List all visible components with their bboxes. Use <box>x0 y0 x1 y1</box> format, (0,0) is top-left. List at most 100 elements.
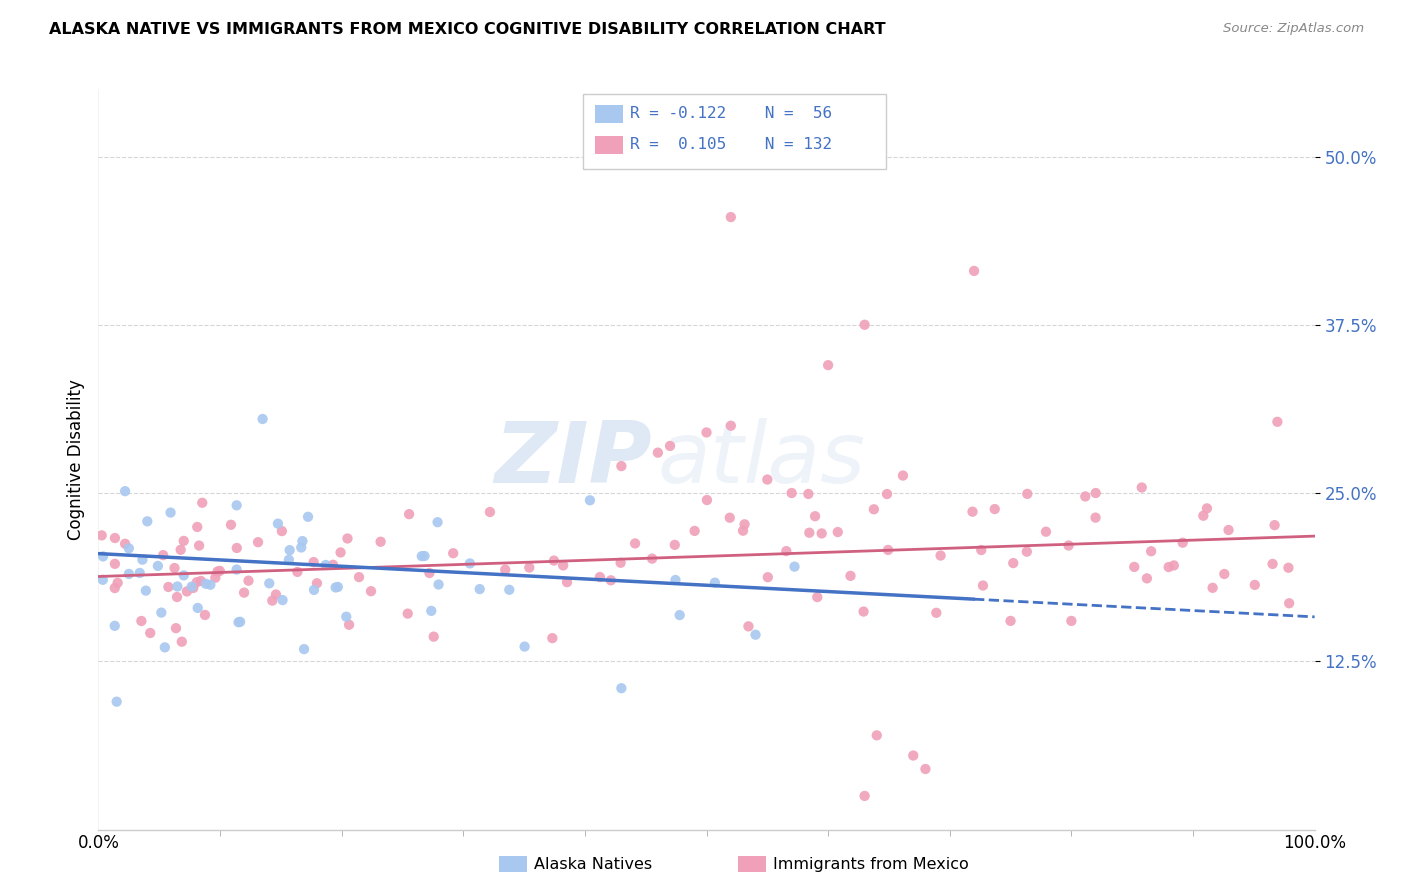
Text: ALASKA NATIVE VS IMMIGRANTS FROM MEXICO COGNITIVE DISABILITY CORRELATION CHART: ALASKA NATIVE VS IMMIGRANTS FROM MEXICO … <box>49 22 886 37</box>
Point <box>128 566 150 580</box>
Point <box>478 505 501 519</box>
Point <box>427 577 450 591</box>
Point <box>398 507 420 521</box>
Point <box>1002 556 1025 570</box>
Point <box>817 358 839 372</box>
Point <box>1163 558 1185 573</box>
Point <box>852 605 875 619</box>
Point <box>734 517 756 532</box>
Point <box>104 619 127 633</box>
Point <box>278 543 301 558</box>
Point <box>1267 415 1289 429</box>
Point <box>1015 544 1038 558</box>
Point <box>105 695 128 709</box>
Point <box>91 549 114 564</box>
Point <box>775 544 797 558</box>
Point <box>876 487 898 501</box>
Point <box>1264 518 1286 533</box>
Point <box>553 558 575 573</box>
Point <box>1218 523 1240 537</box>
Point <box>718 510 741 524</box>
Point <box>1074 490 1097 504</box>
Point <box>797 487 820 501</box>
Point <box>194 607 217 622</box>
Point <box>287 565 309 579</box>
Point <box>1017 487 1039 501</box>
Point <box>107 575 129 590</box>
Point <box>396 607 419 621</box>
Point <box>863 502 886 516</box>
Point <box>131 614 153 628</box>
Point <box>139 626 162 640</box>
Point <box>326 580 349 594</box>
Point <box>277 553 299 567</box>
Point <box>360 584 382 599</box>
Point <box>418 566 440 580</box>
Point <box>208 564 231 578</box>
Point <box>302 582 325 597</box>
Point <box>494 563 516 577</box>
Point <box>157 580 180 594</box>
Point <box>104 581 127 595</box>
Point <box>720 418 742 433</box>
Point <box>188 539 211 553</box>
Point <box>114 537 136 551</box>
Point <box>302 555 325 569</box>
Point <box>925 606 948 620</box>
Point <box>744 628 766 642</box>
Point <box>225 499 247 513</box>
Point <box>186 520 208 534</box>
Text: R = -0.122    N =  56: R = -0.122 N = 56 <box>630 106 832 120</box>
Point <box>153 640 176 655</box>
Point <box>1171 535 1194 549</box>
Point <box>853 789 876 803</box>
Point <box>720 210 742 224</box>
Point <box>150 606 173 620</box>
Point <box>783 559 806 574</box>
Point <box>1261 557 1284 571</box>
Point <box>335 609 357 624</box>
Point <box>163 561 186 575</box>
Point <box>411 549 433 563</box>
Point <box>610 459 633 474</box>
Point <box>104 531 127 545</box>
Point <box>252 412 274 426</box>
Point <box>187 601 209 615</box>
Point <box>194 577 217 591</box>
Point <box>233 585 256 599</box>
Point <box>336 532 359 546</box>
Point <box>579 493 602 508</box>
Point <box>204 571 226 585</box>
Point <box>610 681 633 696</box>
Point <box>170 634 193 648</box>
Point <box>609 556 631 570</box>
Point <box>166 579 188 593</box>
Point <box>983 502 1005 516</box>
Point <box>114 484 136 499</box>
Point <box>756 473 779 487</box>
Point <box>325 581 347 595</box>
Point <box>262 593 284 607</box>
Point <box>337 617 360 632</box>
Point <box>152 548 174 562</box>
Point <box>186 575 208 590</box>
Point <box>1130 481 1153 495</box>
Point <box>962 505 984 519</box>
Point <box>458 557 481 571</box>
Point <box>810 526 832 541</box>
Point <box>413 549 436 563</box>
Point <box>165 621 187 635</box>
Point <box>853 318 876 332</box>
Point <box>1084 510 1107 524</box>
Point <box>370 534 392 549</box>
Point <box>972 578 994 592</box>
Point <box>229 615 252 629</box>
Point <box>1213 566 1236 581</box>
Point <box>315 558 337 572</box>
Point <box>347 570 370 584</box>
Point <box>668 608 690 623</box>
Point <box>219 517 242 532</box>
Point <box>599 574 621 588</box>
Point <box>664 573 686 587</box>
Point <box>1136 571 1159 585</box>
